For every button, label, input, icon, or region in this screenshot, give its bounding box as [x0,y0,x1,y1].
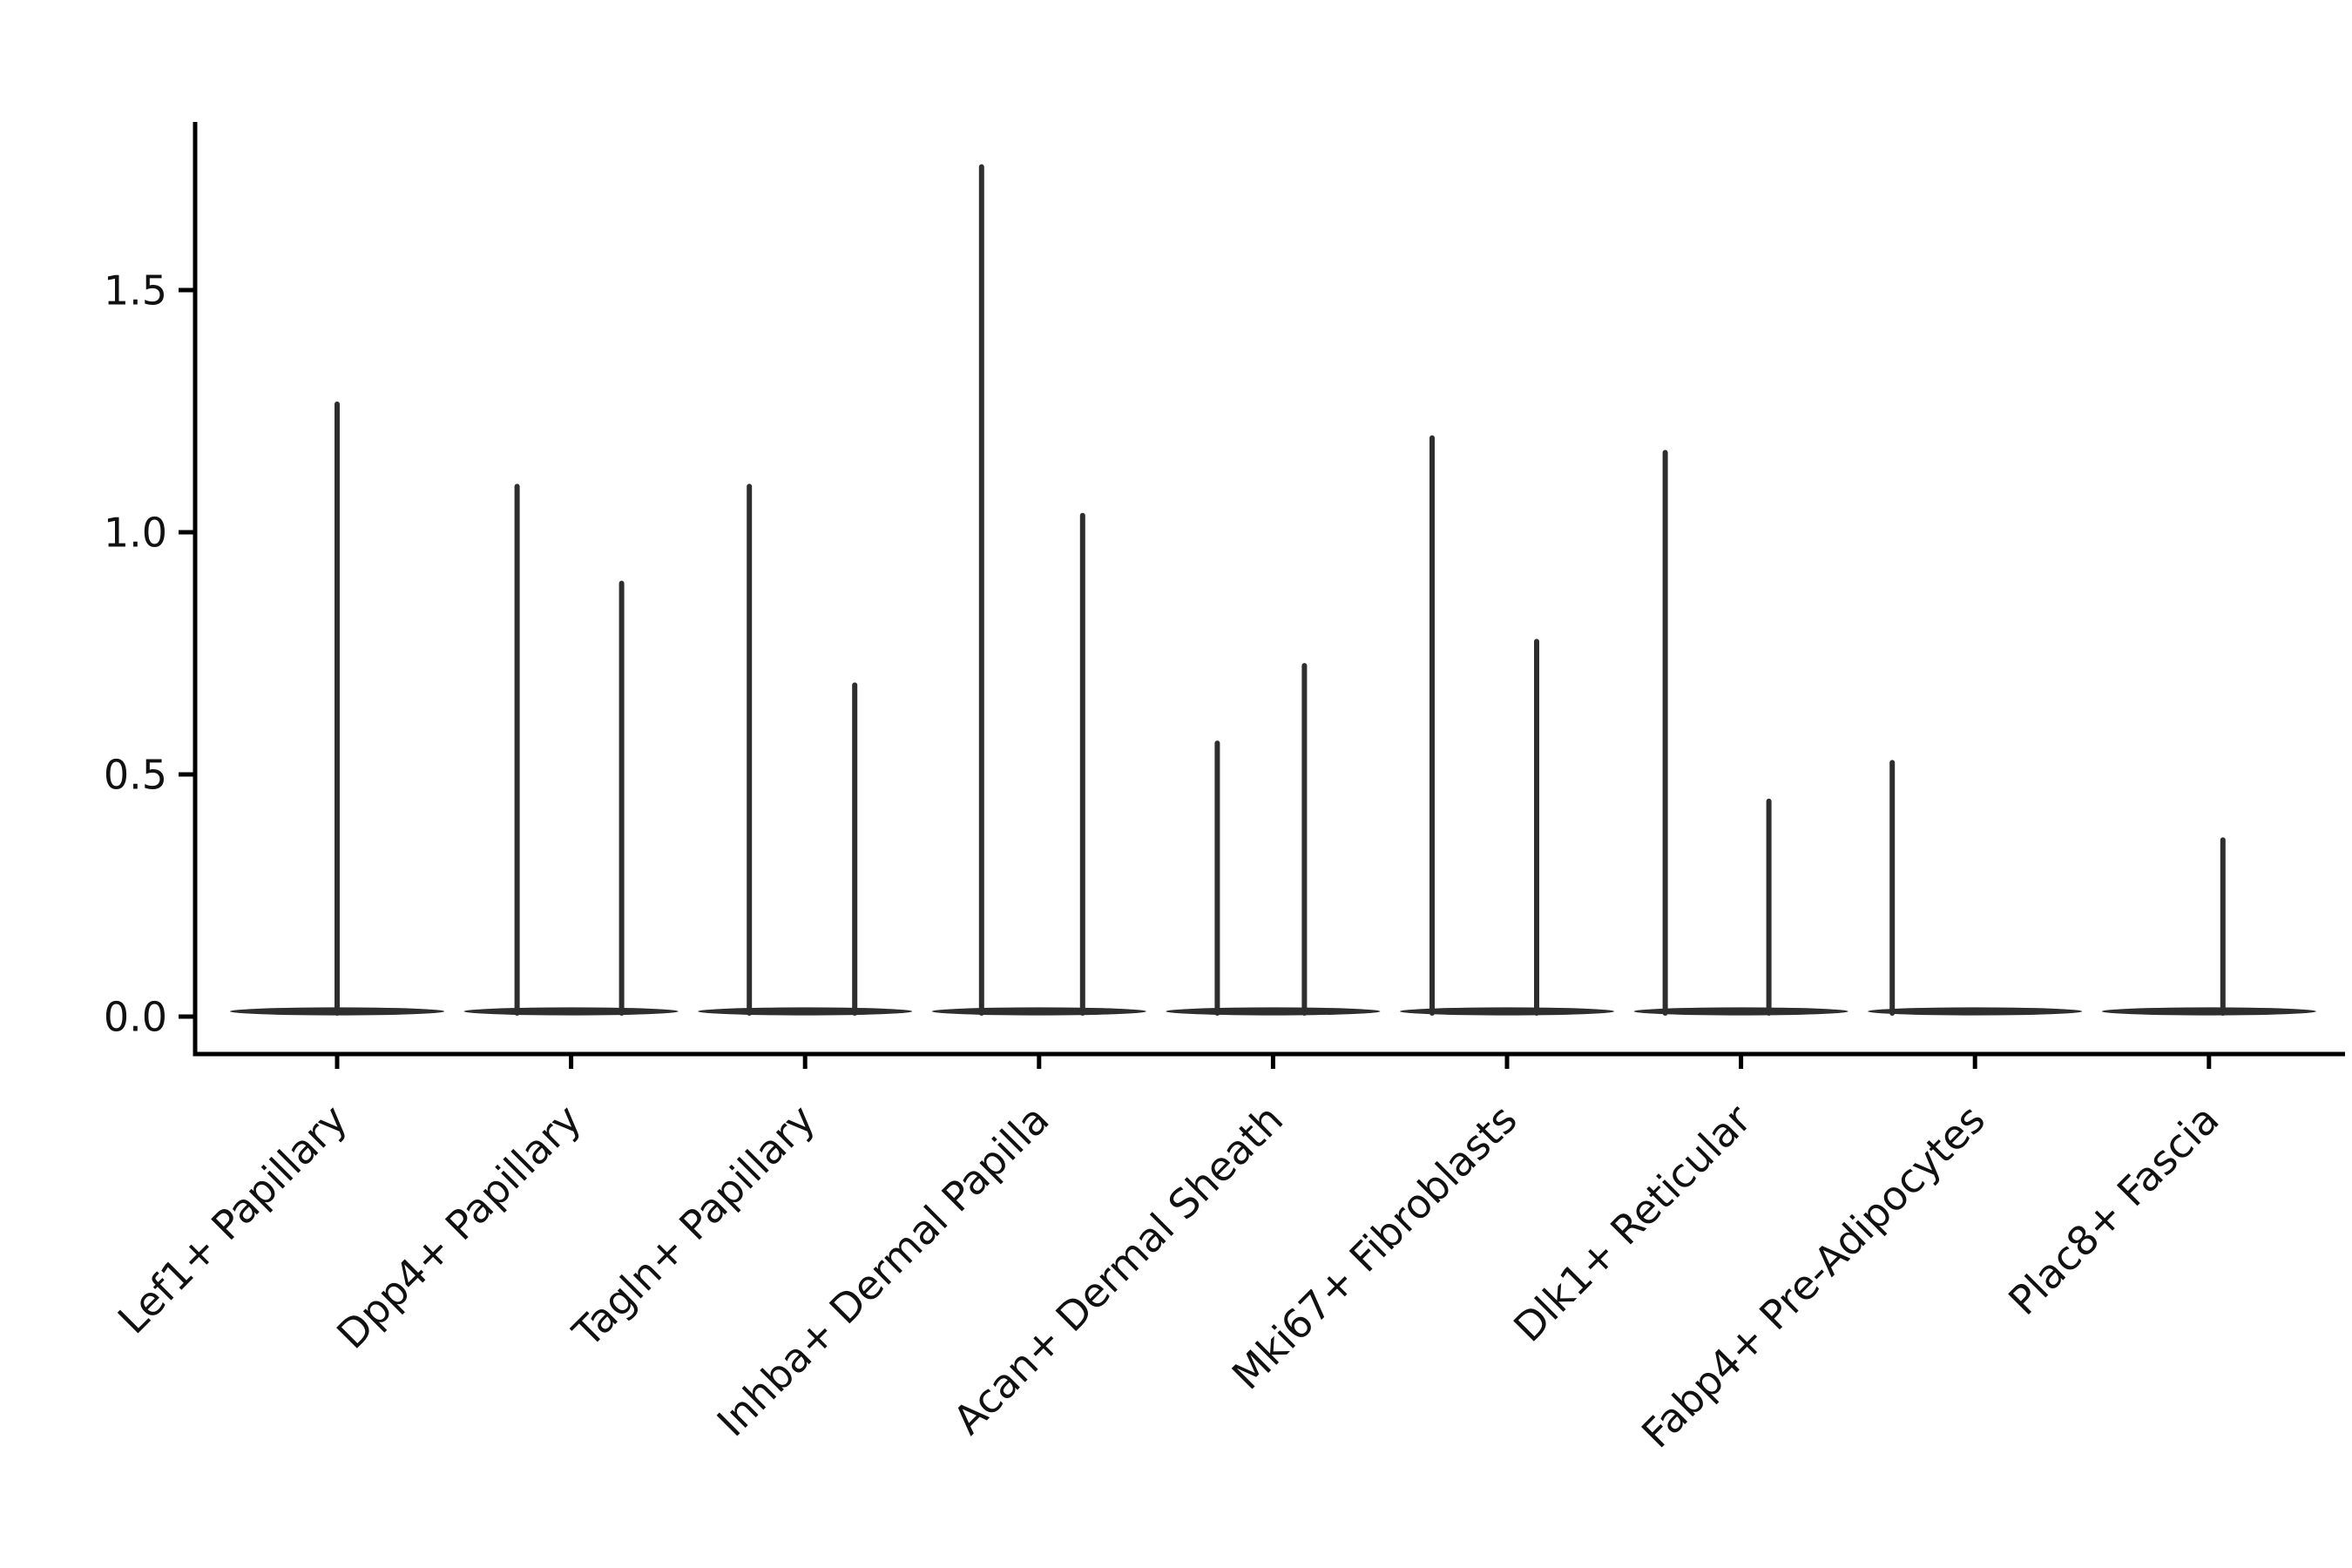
y-tick-label: 0.5 [104,752,167,799]
y-tick-label: 1.5 [104,267,167,314]
violin-base [2101,1007,2316,1016]
violin-base [1400,1007,1614,1016]
violin-base [1166,1007,1381,1016]
y-tick-label: 0.0 [104,994,167,1041]
violin-base [1868,1007,2083,1016]
violin-base [463,1007,679,1016]
violin-base [698,1007,913,1016]
violin-base [931,1007,1146,1016]
y-tick-label: 1.0 [104,510,167,557]
violin-base [1633,1007,1848,1016]
violin-base [230,1007,444,1016]
